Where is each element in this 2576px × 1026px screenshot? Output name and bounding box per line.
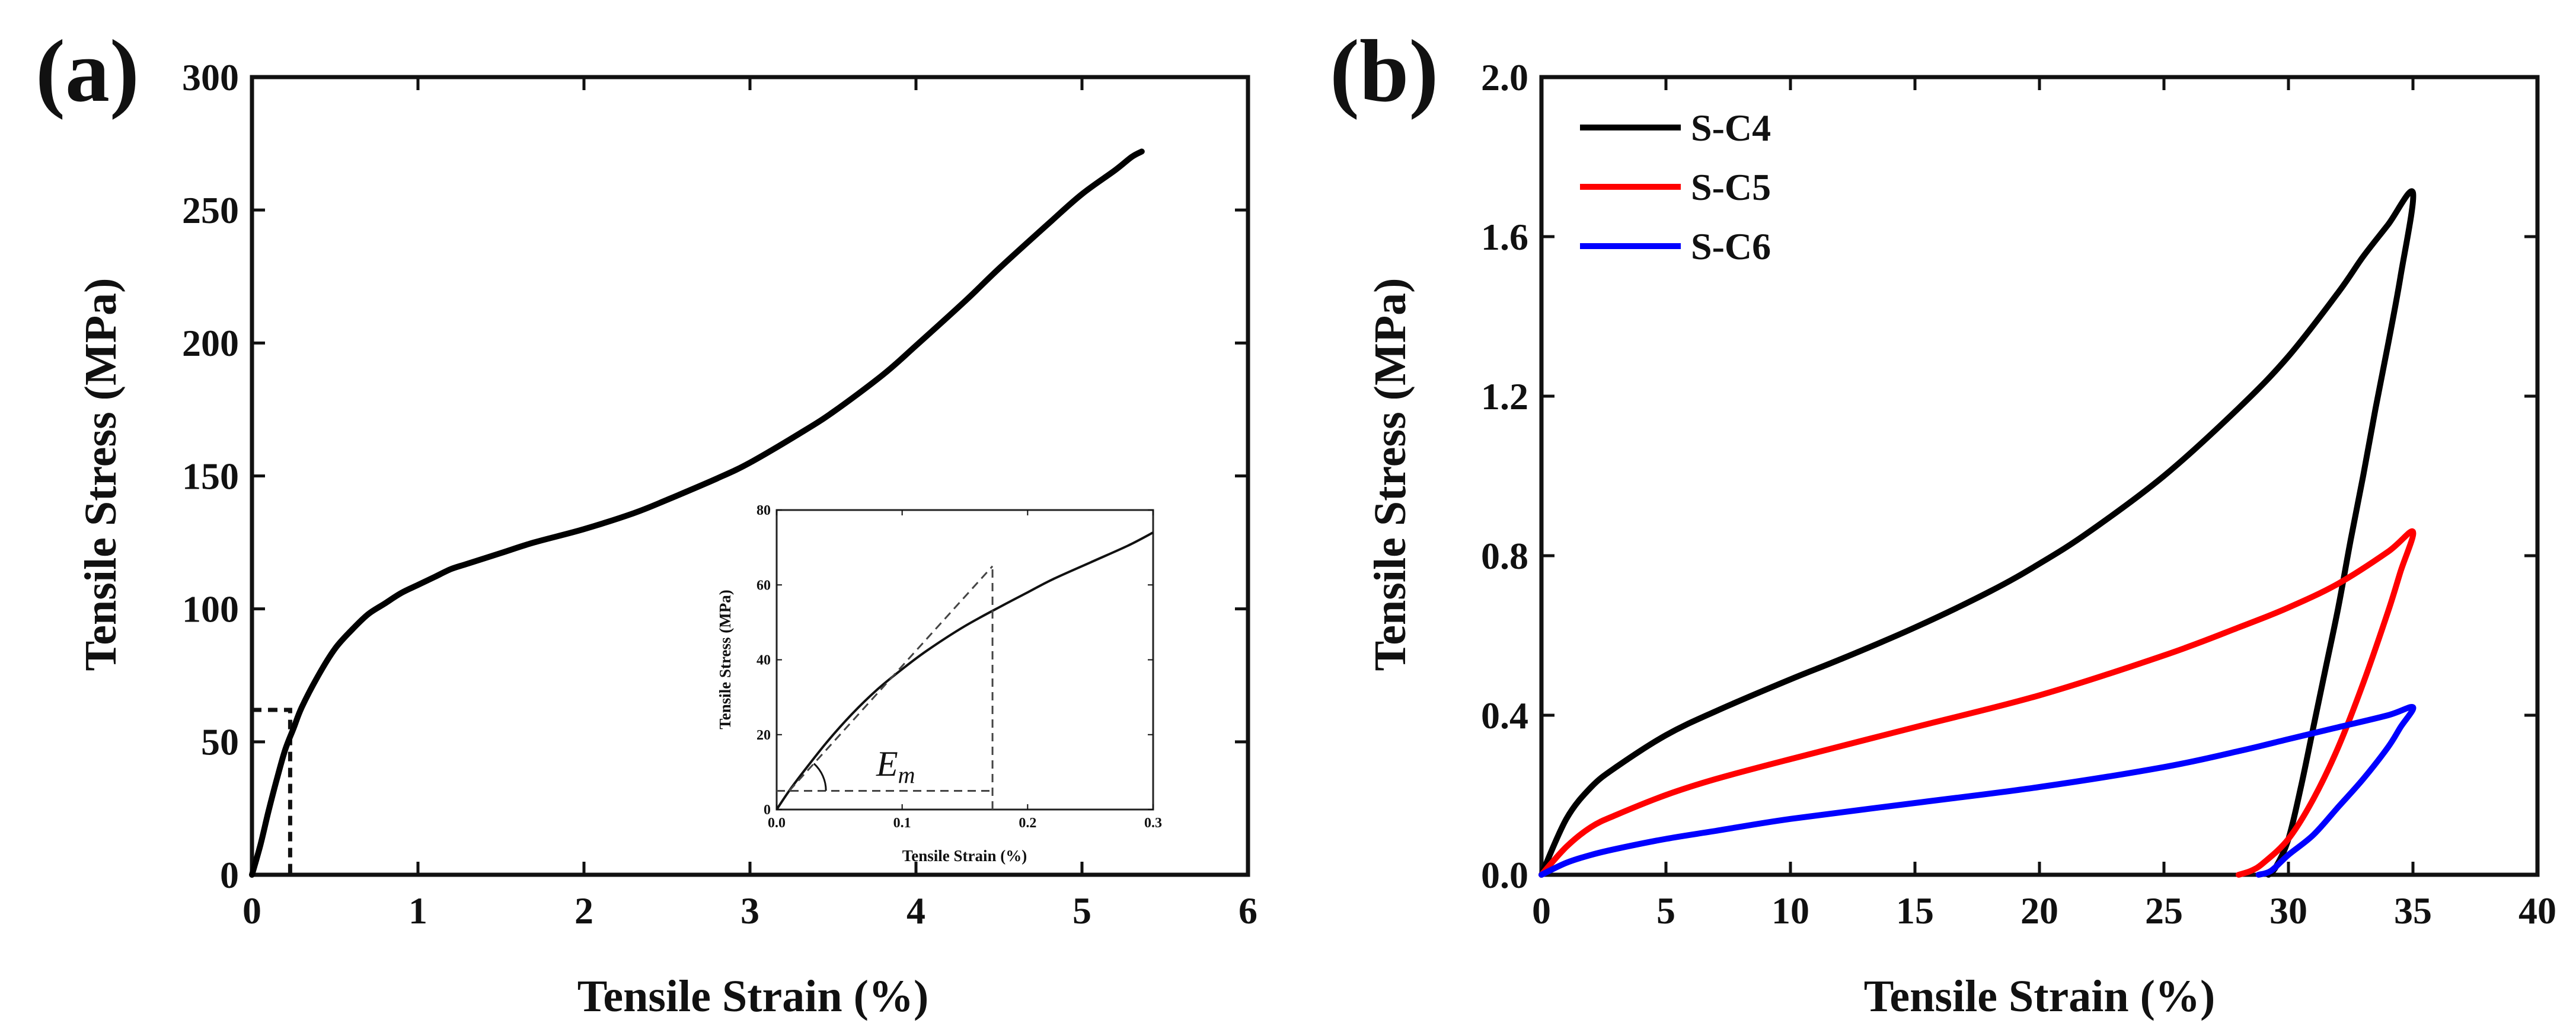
inset-x-axis-title: Tensile Strain (%) <box>902 847 1027 865</box>
panel-b-x-tick-label: 25 <box>2145 890 2183 932</box>
panel-b-legend: S-C4 S-C5 S-C6 <box>1580 107 1771 267</box>
series-line-s-c6 <box>1538 703 2417 878</box>
panel-b-series <box>1538 188 2417 878</box>
legend-label-s-c4: S-C4 <box>1691 107 1771 149</box>
panel-a-zoom-box <box>252 708 292 875</box>
inset-y-tick-label: 60 <box>756 578 771 593</box>
inset-y-tick-label: 40 <box>756 653 771 668</box>
panel-a-y-tick-label: 0 <box>220 854 239 896</box>
panel-b-y-axis-title: Tensile Stress (MPa) <box>1365 278 1415 671</box>
panel-a-y-axis-title: Tensile Stress (MPa) <box>76 278 126 671</box>
panel-a-x-tick-label: 3 <box>740 890 759 932</box>
inset-x-tick-label: 0.1 <box>893 815 911 831</box>
panel-b-x-tick-label: 0 <box>1532 890 1551 932</box>
panel-a-series <box>249 148 1145 878</box>
inset-ticks: 0.0 0.1 0.2 0.3 0 20 40 60 80 <box>756 503 1162 831</box>
panel-a-y-tick-label: 150 <box>182 455 239 497</box>
inset-x-tick-label: 0.0 <box>768 815 786 831</box>
inset-plot-frame <box>775 509 1154 811</box>
inset-x-tick-label: 0.3 <box>1144 815 1162 831</box>
panel-a-x-tick-label: 2 <box>574 890 593 932</box>
panel-b-y-tick-label: 1.2 <box>1481 375 1528 418</box>
panel-b-x-tick-label: 20 <box>2020 890 2058 932</box>
inset-x-tick-label: 0.2 <box>1019 815 1036 831</box>
panel-b-x-tick-label: 40 <box>2518 890 2556 932</box>
series-line-s-c4 <box>1538 188 2417 878</box>
panel-b: (b) 0 5 10 15 20 25 30 35 40 0.0 0.4 0.8 1.2 1.6 2.0 T… <box>1330 22 2556 1021</box>
inset-y-tick-label: 80 <box>756 503 771 518</box>
panel-a-y-tick-label: 200 <box>182 322 239 364</box>
panel-b-y-tick-label: 0.0 <box>1481 854 1528 896</box>
inset-angle-arc <box>813 763 827 791</box>
inset-modulus-label: Em <box>876 744 915 788</box>
inset-tangent-line <box>789 565 994 792</box>
panel-b-label: (b) <box>1330 22 1438 120</box>
panel-b-x-tick-label: 35 <box>2394 890 2432 932</box>
panel-a-x-tick-label: 1 <box>408 890 427 932</box>
panel-b-ticks: 0 5 10 15 20 25 30 35 40 0.0 0.4 0.8 1.2 1.6 2.0 <box>1481 56 2556 932</box>
legend-label-s-c5: S-C5 <box>1691 166 1771 208</box>
panel-a-zoom-box-outline <box>252 708 292 875</box>
panel-a-y-tick-label: 100 <box>182 588 239 630</box>
panel-a-y-tick-label: 250 <box>182 189 239 231</box>
panel-a-x-tick-label: 5 <box>1072 890 1091 932</box>
panel-b-y-tick-label: 2.0 <box>1481 56 1528 98</box>
inset-modulus-symbol: E <box>876 744 898 783</box>
panel-a-y-tick-label: 300 <box>182 56 239 98</box>
panel-a-y-tick-label: 50 <box>201 721 239 763</box>
inset-y-tick-label: 0 <box>764 802 771 818</box>
panel-a-x-tick-label: 4 <box>906 890 925 932</box>
series-line-s-c5 <box>1538 528 2417 878</box>
panel-b-x-tick-label: 15 <box>1896 890 1934 932</box>
inset-lines <box>775 531 1154 811</box>
inset-y-tick-label: 20 <box>756 728 771 743</box>
legend-label-s-c6: S-C6 <box>1691 225 1771 267</box>
inset-modulus-subscript: m <box>898 761 915 788</box>
panel-a-x-tick-label: 6 <box>1238 890 1257 932</box>
panel-a-inset: 0.0 0.1 0.2 0.3 0 20 40 60 80 Tensile Strain (%)… <box>716 503 1162 865</box>
panel-b-x-axis-title: Tensile Strain (%) <box>1864 971 2216 1021</box>
panel-a-label: (a) <box>36 22 139 120</box>
panel-a-x-axis-title: Tensile Strain (%) <box>577 971 929 1021</box>
panel-a-x-tick-label: 0 <box>242 890 261 932</box>
panel-b-x-tick-label: 30 <box>2269 890 2307 932</box>
panel-b-y-tick-label: 1.6 <box>1481 216 1528 258</box>
panel-a-series-line <box>249 148 1145 878</box>
panel-b-y-tick-label: 0.4 <box>1481 694 1528 737</box>
panel-b-x-tick-label: 5 <box>1656 890 1675 932</box>
inset-curve <box>775 531 1154 811</box>
panel-b-x-tick-label: 10 <box>1771 890 1809 932</box>
inset-y-axis-title: Tensile Stress (MPa) <box>716 590 734 729</box>
panel-b-y-tick-label: 0.8 <box>1481 535 1528 577</box>
